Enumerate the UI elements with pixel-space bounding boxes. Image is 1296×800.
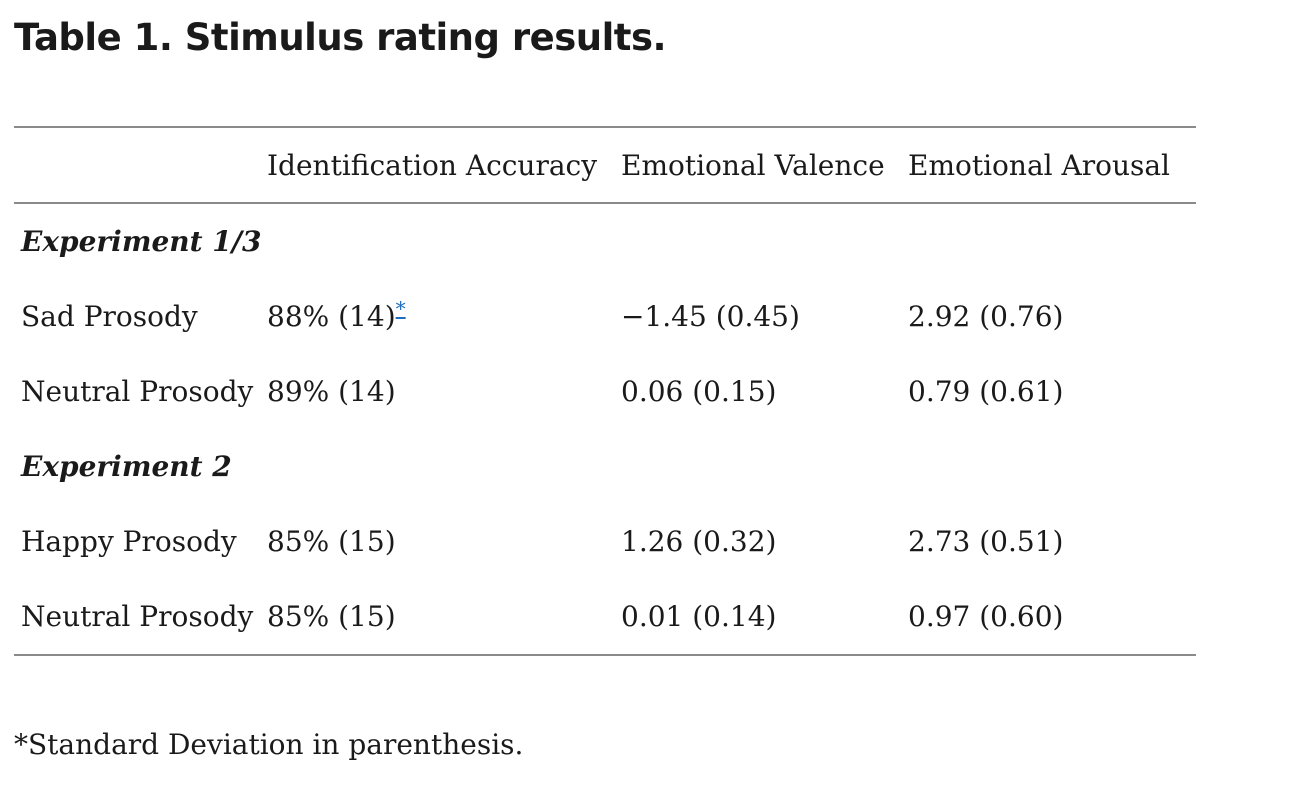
footnote-text: *Standard Deviation in parenthesis. (14, 728, 524, 761)
arousal-cell: 0.79 (0.61) (908, 375, 1064, 408)
arousal-cell: 2.92 (0.76) (908, 300, 1064, 333)
accuracy-cell: 88% (14)* (267, 279, 621, 354)
accuracy-cell: 89% (14) (267, 375, 396, 408)
valence-cell: 1.26 (0.32) (621, 525, 777, 558)
header-emotional-valence: Emotional Valence (621, 128, 908, 204)
arousal-cell: 0.97 (0.60) (908, 600, 1064, 633)
stimulus-rating-table: Identification Accuracy Emotional Valenc… (14, 128, 1196, 654)
header-cell-blank (14, 128, 267, 204)
header-identification-accuracy: Identification Accuracy (267, 128, 621, 204)
footnote-link[interactable]: * (395, 296, 406, 321)
accuracy-cell: 85% (15) (267, 525, 396, 558)
section-label: Experiment 2 (21, 450, 232, 483)
table-row: Sad Prosody 88% (14)* −1.45 (0.45) 2.92 … (14, 279, 1196, 354)
page-title: Table 1. Stimulus rating results. (14, 16, 667, 59)
valence-cell: 0.06 (0.15) (621, 375, 777, 408)
table-row: Happy Prosody 85% (15) 1.26 (0.32) 2.73 … (14, 504, 1196, 579)
valence-cell: −1.45 (0.45) (621, 300, 800, 333)
arousal-cell: 2.73 (0.51) (908, 525, 1064, 558)
row-label: Sad Prosody (21, 300, 198, 333)
valence-cell: 0.01 (0.14) (621, 600, 777, 633)
accuracy-cell: 85% (15) (267, 600, 396, 633)
accuracy-value: 88% (14) (267, 300, 396, 333)
results-table-container: Identification Accuracy Emotional Valenc… (14, 126, 1196, 656)
section-label: Experiment 1/3 (21, 225, 262, 258)
section-row-experiment-2: Experiment 2 (14, 429, 1196, 504)
table-row: Neutral Prosody 85% (15) 0.01 (0.14) 0.9… (14, 579, 1196, 654)
table-row: Neutral Prosody 89% (14) 0.06 (0.15) 0.7… (14, 354, 1196, 429)
row-label: Happy Prosody (21, 525, 237, 558)
row-label: Neutral Prosody (21, 600, 254, 633)
header-emotional-arousal: Emotional Arousal (908, 128, 1196, 204)
table-header-row: Identification Accuracy Emotional Valenc… (14, 128, 1196, 204)
row-label: Neutral Prosody (21, 375, 254, 408)
section-row-experiment-1-3: Experiment 1/3 (14, 203, 1196, 279)
